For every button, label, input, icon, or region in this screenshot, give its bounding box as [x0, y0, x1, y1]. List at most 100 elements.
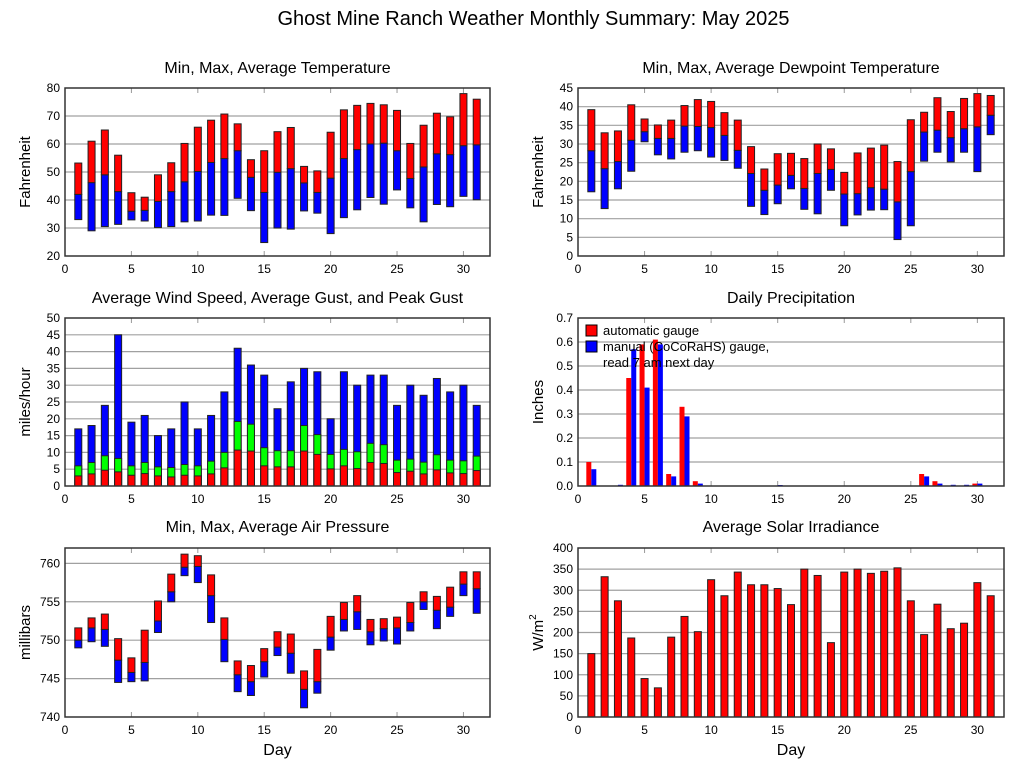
bar-average-wind-speed	[313, 453, 322, 487]
bar-min-to-avg	[260, 191, 269, 244]
bar-average-wind-speed	[246, 450, 255, 487]
bar-average-wind-speed	[100, 469, 109, 487]
y-tick-label: 0.3	[556, 407, 573, 421]
bar-min-to-avg	[459, 145, 468, 197]
bar-solar	[773, 588, 782, 718]
bar-average-wind-speed	[260, 465, 269, 487]
bar-manual-gauge	[937, 483, 943, 486]
bar-min-to-avg	[853, 193, 862, 216]
bar-min-to-avg	[193, 565, 202, 584]
y-tick-label: 10	[47, 445, 61, 459]
y-tick-label: 45	[47, 328, 61, 342]
bar-avg-to-max	[419, 124, 428, 168]
bar-avg-to-max	[866, 147, 875, 189]
x-tick-label: 5	[641, 492, 648, 506]
y-tick-label: 750	[40, 633, 60, 647]
x-tick-label: 25	[904, 262, 918, 276]
bar-automatic-gauge	[932, 481, 938, 486]
bar-avg-to-max	[419, 591, 428, 603]
x-tick-label: 5	[128, 492, 135, 506]
bar-solar	[707, 579, 716, 718]
bar-solar	[653, 687, 662, 718]
x-tick-label: 5	[641, 262, 648, 276]
bar-avg-to-max	[432, 112, 441, 155]
legend-label: automatic gauge	[603, 323, 699, 338]
x-tick-label: 15	[258, 723, 272, 737]
bar-min-to-avg	[760, 189, 769, 216]
bar-avg-to-max	[747, 146, 756, 174]
bar-min-to-avg	[167, 191, 176, 228]
bar-avg-to-max	[446, 586, 455, 608]
bar-min-to-avg	[627, 139, 636, 172]
y-tick-label: 150	[553, 647, 573, 661]
bar-avg-to-max	[313, 648, 322, 683]
bar-average-wind-speed	[87, 473, 96, 487]
y-tick-label: 760	[40, 556, 60, 570]
bar-min-to-avg	[220, 638, 229, 663]
bar-min-to-avg	[260, 661, 269, 678]
bar-average-wind-speed	[140, 473, 149, 487]
bar-solar	[667, 636, 676, 718]
bar-solar	[680, 615, 689, 718]
bar-min-to-avg	[326, 177, 335, 235]
y-tick-label: 25	[560, 156, 574, 170]
y-tick-label: 20	[560, 174, 574, 188]
bar-solar	[813, 574, 822, 718]
bar-avg-to-max	[986, 94, 995, 116]
data-marks	[586, 339, 983, 486]
bar-manual-gauge	[924, 476, 930, 486]
y-tick-label: 0.2	[556, 431, 573, 445]
bar-average-wind-speed	[286, 466, 295, 487]
bar-min-to-avg	[353, 611, 362, 630]
bar-min-to-avg	[233, 150, 242, 199]
bar-avg-to-max	[406, 142, 415, 179]
bar-min-to-avg	[313, 681, 322, 694]
y-tick-label: 35	[560, 118, 574, 132]
bar-average-wind-speed	[366, 461, 375, 487]
bar-min-to-avg	[114, 659, 123, 683]
bar-average-wind-speed	[300, 450, 309, 487]
x-tick-label: 20	[838, 262, 852, 276]
y-tick-label: 50	[47, 311, 61, 325]
bar-min-to-avg	[960, 128, 969, 153]
bar-min-to-avg	[986, 114, 995, 136]
x-tick-label: 25	[390, 262, 404, 276]
y-tick-label: 0	[566, 710, 573, 724]
bar-min-to-avg	[472, 144, 481, 201]
bar-min-to-avg	[406, 177, 415, 209]
x-tick-label: 10	[191, 262, 205, 276]
bar-solar	[640, 678, 649, 718]
y-tick-label: 30	[47, 221, 61, 235]
bar-avg-to-max	[339, 602, 348, 620]
y-tick-label: 30	[47, 378, 61, 392]
y-tick-label: 40	[47, 193, 61, 207]
bar-min-to-avg	[286, 652, 295, 674]
y-tick-label: 80	[47, 81, 61, 95]
bar-solar	[866, 572, 875, 718]
bar-avg-to-max	[773, 153, 782, 186]
x-tick-label: 10	[704, 262, 718, 276]
bar-avg-to-max	[87, 140, 96, 184]
data-marks	[74, 93, 481, 244]
bar-automatic-gauge	[626, 378, 632, 486]
bar-avg-to-max	[813, 143, 822, 174]
bar-min-to-avg	[893, 201, 902, 241]
x-axis-label: Day	[263, 742, 291, 759]
bar-avg-to-max	[906, 119, 915, 173]
bar-avg-to-max	[393, 109, 402, 152]
bar-avg-to-max	[933, 97, 942, 131]
x-tick-label: 20	[324, 262, 338, 276]
y-tick-label: 745	[40, 672, 60, 686]
x-tick-label: 0	[62, 492, 69, 506]
y-tick-label: 30	[560, 137, 574, 151]
y-tick-label: 25	[47, 395, 61, 409]
y-tick-label: 0.6	[556, 335, 573, 349]
bar-min-to-avg	[167, 591, 176, 603]
bar-min-to-avg	[140, 661, 149, 682]
bar-solar	[693, 631, 702, 718]
x-tick-label: 30	[457, 492, 471, 506]
x-tick-label: 0	[575, 492, 582, 506]
bar-avg-to-max	[339, 109, 348, 160]
bar-min-to-avg	[866, 187, 875, 211]
